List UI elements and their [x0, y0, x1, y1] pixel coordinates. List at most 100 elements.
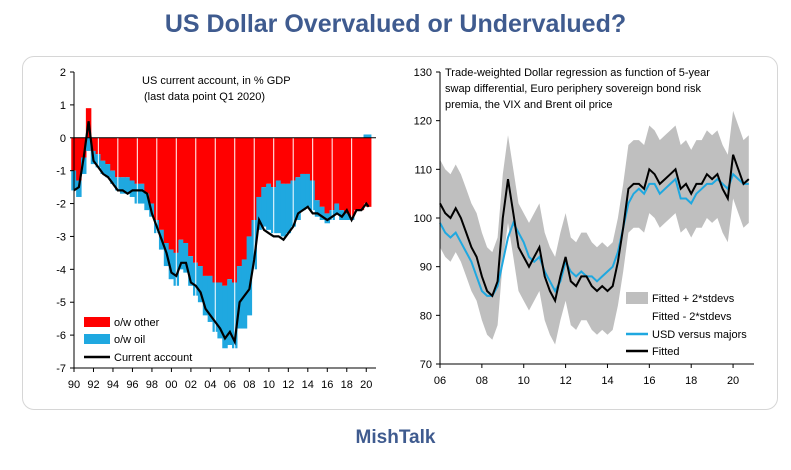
bar-other	[168, 137, 175, 250]
left-y-tick-label: 1	[60, 100, 66, 112]
left-y-tick-label: -5	[56, 297, 66, 309]
right-y-tick-label: 100	[414, 213, 432, 225]
bar-other	[280, 137, 287, 184]
bar-other	[344, 137, 350, 214]
current-account-line	[73, 121, 370, 346]
left-y-tick-label: 0	[60, 133, 66, 145]
bar-oil	[188, 256, 194, 286]
bar-oil	[261, 187, 267, 227]
bar-oil	[178, 239, 184, 270]
legend-label-fitted: Fitted	[652, 346, 680, 358]
bar-oil	[275, 180, 282, 234]
bar-oil	[110, 170, 116, 184]
bar-oil	[324, 213, 331, 224]
left-x-tick-label: 16	[321, 379, 333, 391]
bar-other	[236, 137, 243, 267]
bar-oil	[76, 180, 82, 197]
bar-oil	[266, 183, 272, 230]
footer-brand: MishTalk	[355, 427, 436, 448]
bar-oil	[280, 183, 287, 237]
left-y-tick-label: -3	[56, 231, 66, 243]
left-chart-annotation-1: US current account, in % GDP	[142, 75, 291, 87]
bar-other	[178, 137, 184, 240]
bar-other	[241, 137, 248, 260]
bar-other	[261, 137, 267, 188]
right-y-tick-label: 120	[414, 116, 432, 128]
legend-swatch-other	[84, 317, 110, 327]
bar-other	[124, 137, 131, 178]
bar-oil	[227, 279, 233, 345]
bar-other	[144, 137, 150, 194]
right-x-tick-label: 12	[559, 375, 571, 387]
left-y-tick-label: -4	[56, 264, 66, 276]
bar-oil	[139, 183, 145, 204]
left-y-tick-label: -2	[56, 199, 66, 211]
bar-oil	[81, 157, 87, 174]
left-x-tick-label: 08	[243, 379, 255, 391]
bar-oil	[168, 249, 175, 280]
legend-label-current: Current account	[114, 352, 192, 364]
bar-other	[110, 137, 116, 171]
bar-oil	[207, 275, 214, 322]
left-y-tick-label: -1	[56, 166, 66, 178]
right-y-tick-label: 80	[420, 310, 432, 322]
bar-other	[90, 137, 97, 151]
right-chart-lines	[439, 154, 750, 304]
bar-other	[256, 137, 262, 197]
bar-other	[183, 137, 189, 244]
right-x-tick-label: 20	[727, 375, 739, 387]
left-x-tick-label: 90	[68, 379, 80, 391]
bar-other	[81, 137, 87, 158]
left-x-tick-label: 20	[360, 379, 372, 391]
left-x-tick-label: 10	[263, 379, 275, 391]
right-chart-legend: Fitted + 2*stdevs Fitted - 2*stdevs USD ve…	[626, 292, 747, 358]
right-y-tick-label: 110	[414, 164, 432, 176]
legend-label-usd: USD versus majors	[652, 329, 747, 341]
bar-other	[266, 137, 272, 184]
bar-other	[158, 137, 165, 230]
bar-oil	[295, 177, 301, 220]
bar-oil	[256, 196, 262, 230]
bar-oil	[344, 213, 350, 220]
left-x-tick-label: 06	[224, 379, 236, 391]
bar-oil	[124, 177, 131, 194]
bar-oil	[197, 266, 204, 303]
right-chart-annotation-3: premia, the VIX and Brent oil price	[445, 99, 613, 111]
bar-other	[319, 137, 326, 207]
legend-label-other: o/w other	[114, 317, 160, 329]
chart-panel	[22, 56, 778, 410]
fitted-line	[439, 154, 750, 304]
bar-oil	[85, 137, 92, 151]
bar-other	[202, 137, 209, 276]
left-chart-annotation-2: (last data point Q1 2020)	[144, 91, 265, 103]
bar-other	[353, 137, 360, 211]
bar-oil	[319, 206, 326, 220]
legend-label-band-lower: Fitted - 2*stdevs	[652, 311, 732, 323]
bar-oil	[246, 236, 253, 316]
left-x-tick-label: 00	[165, 379, 177, 391]
left-x-tick-label: 04	[204, 379, 216, 391]
right-y-tick-label: 130	[414, 67, 432, 79]
bar-oil	[314, 200, 321, 217]
bar-oil	[119, 177, 126, 194]
left-chart-legend: o/w other o/w oil Current account	[84, 317, 192, 364]
legend-swatch-oil	[84, 334, 110, 344]
bar-other	[149, 137, 155, 204]
bar-oil	[129, 180, 136, 197]
right-x-tick-label: 10	[518, 375, 530, 387]
bar-other	[339, 137, 345, 211]
bar-oil	[202, 275, 209, 316]
left-x-tick-label: 12	[282, 379, 294, 391]
legend-label-oil: o/w oil	[114, 334, 145, 346]
bar-other	[334, 137, 340, 204]
right-x-tick-label: 14	[601, 375, 613, 387]
bar-other	[275, 137, 282, 181]
bar-other	[119, 137, 126, 178]
legend-label-band-upper: Fitted + 2*stdevs	[652, 293, 735, 305]
left-y-tick-label: -7	[56, 363, 66, 375]
bar-other	[365, 137, 372, 207]
left-x-tick-label: 94	[107, 379, 119, 391]
bar-other	[358, 137, 365, 211]
bar-oil	[365, 134, 372, 138]
